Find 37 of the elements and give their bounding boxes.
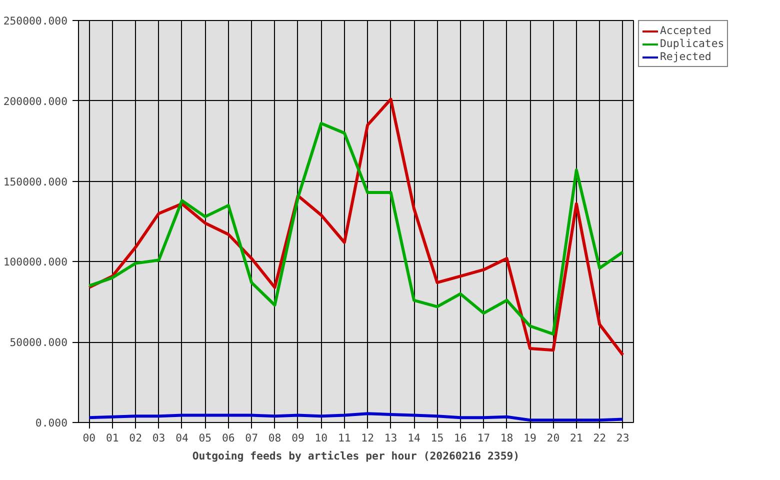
- y-tick-label: 200000.000: [3, 94, 68, 108]
- y-tick-label: 100000.000: [3, 256, 68, 269]
- x-tick-label: 17: [477, 432, 490, 444]
- legend-label: Rejected: [660, 50, 712, 63]
- x-tick-label: 16: [454, 432, 467, 444]
- x-tick-label: 01: [106, 432, 119, 444]
- y-tick-label: 250000.000: [3, 14, 68, 28]
- x-tick-label: 07: [245, 432, 258, 444]
- x-tick-label: 10: [314, 432, 328, 444]
- x-tick-label: 03: [152, 432, 166, 444]
- x-axis-title: Outgoing feeds by articles per hour (20260216 2359): [192, 450, 520, 462]
- x-tick-label: 23: [616, 432, 630, 444]
- x-tick-label: 15: [430, 432, 444, 444]
- line-series: [88, 98, 624, 356]
- x-tick-label: 02: [129, 432, 142, 444]
- line-series: [88, 122, 624, 336]
- y-tick-label: 50000.000: [10, 336, 68, 350]
- x-tick-label: 00: [82, 432, 96, 444]
- x-tick-label: 09: [292, 432, 304, 444]
- x-tick-label: 14: [408, 432, 420, 444]
- x-tick-label: 19: [524, 432, 536, 444]
- legend-label: Duplicates: [660, 37, 724, 50]
- x-tick-label: 04: [176, 432, 188, 444]
- x-tick-label: 05: [198, 432, 212, 444]
- legend-label: Accepted: [660, 24, 712, 37]
- x-tick-label: 21: [570, 432, 583, 444]
- line-series: [88, 412, 624, 422]
- x-tick-label: 22: [593, 432, 606, 444]
- x-tick-label: 12: [361, 432, 374, 444]
- y-tick-label: 150000.000: [3, 175, 68, 188]
- x-tick-label: 11: [338, 432, 351, 444]
- y-tick-label: 0.000: [35, 416, 68, 430]
- x-tick-label: 18: [500, 432, 514, 444]
- x-tick-label: 08: [268, 432, 282, 444]
- x-tick-label: 13: [384, 432, 398, 444]
- x-tick-label: 06: [222, 432, 235, 444]
- x-tick-label: 20: [546, 432, 560, 444]
